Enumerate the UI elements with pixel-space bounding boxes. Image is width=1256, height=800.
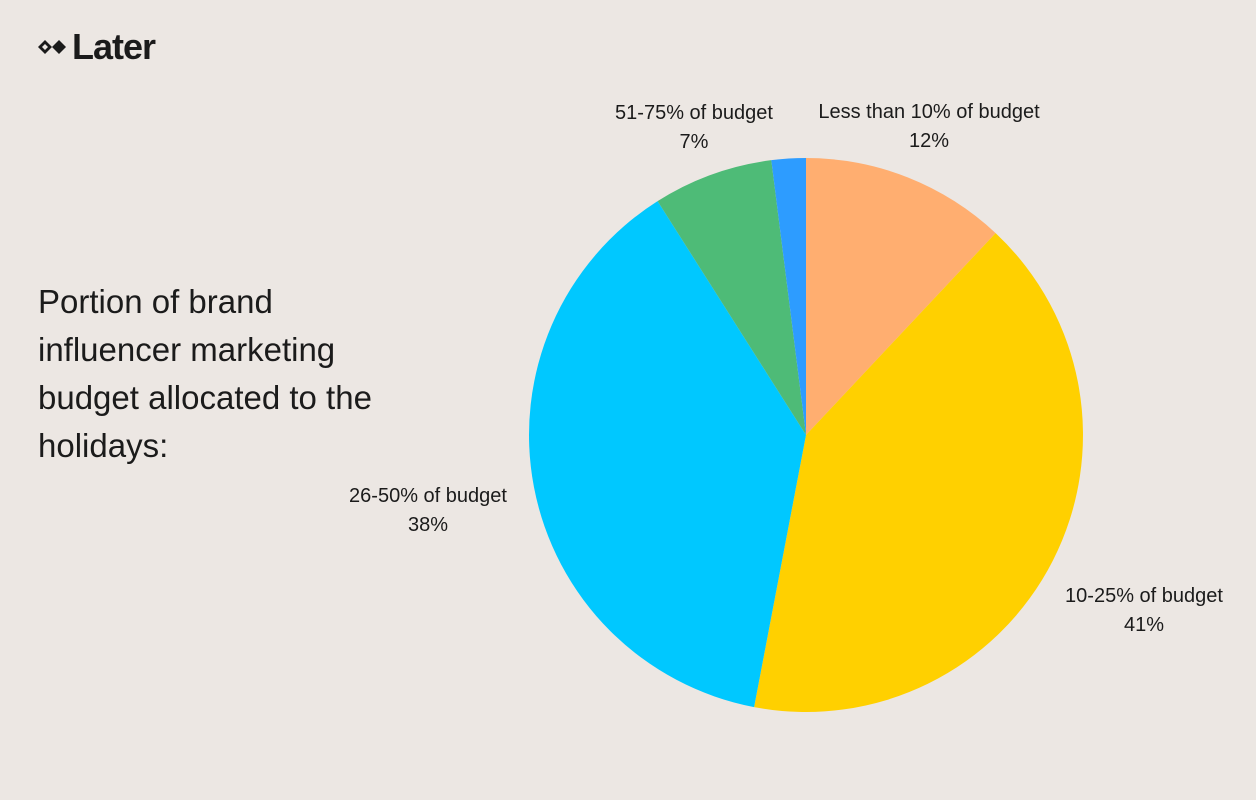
- pie-slices: [529, 158, 1083, 712]
- logo-text: Later: [72, 26, 156, 67]
- pie-slice-5: [771, 158, 806, 435]
- slice-label-4: 51-75% of budget: [615, 102, 773, 124]
- chart-title: Portion of brand influencer marketing bu…: [38, 283, 372, 464]
- slice-percent-label-2: 41%: [1124, 614, 1164, 636]
- pie-labels: Less than 10% of budget 12% 10-25% of budg…: [349, 101, 1223, 636]
- pie-slice-3: [529, 201, 806, 708]
- slice-percent-label-3: 38%: [408, 514, 448, 536]
- later-diamond-logo-icon: [38, 40, 66, 54]
- pie-slice-2: [754, 233, 1083, 712]
- slice-label-2: 10-25% of budget: [1065, 585, 1223, 607]
- slice-label-1: Less than 10% of budget: [818, 101, 1040, 123]
- slice-percent-label-1: 12%: [909, 130, 949, 152]
- slice-percent-label-4: 7%: [680, 131, 709, 153]
- pie-slice-4: [657, 160, 806, 435]
- pie-slice-1: [806, 158, 996, 435]
- later-logo: Later: [38, 26, 156, 67]
- slice-label-3: 26-50% of budget: [349, 485, 507, 507]
